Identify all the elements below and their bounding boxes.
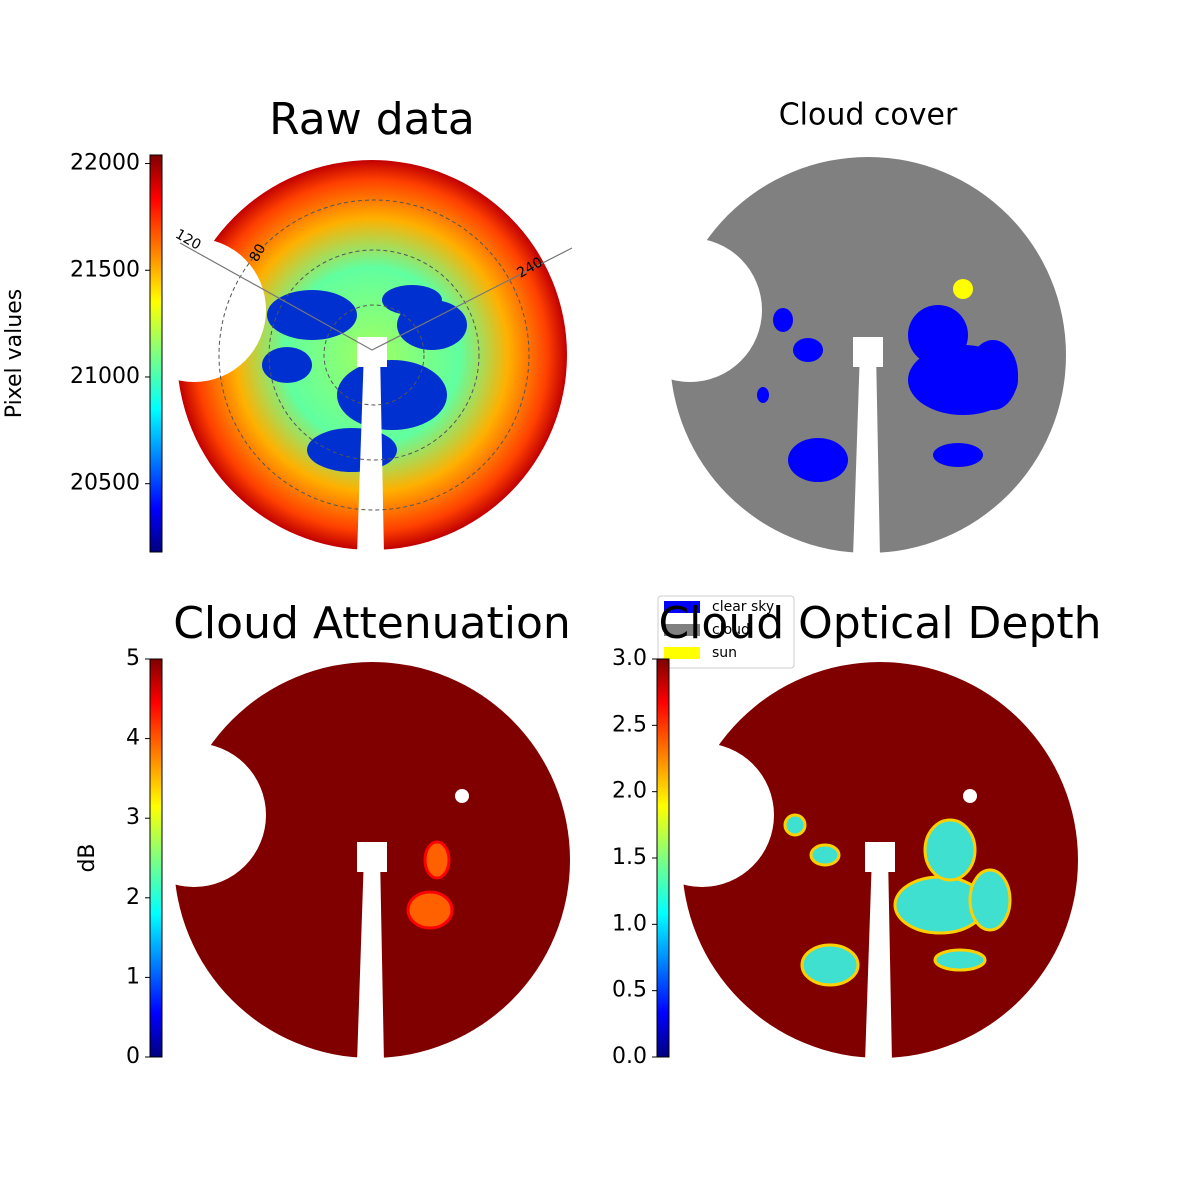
cloud-region bbox=[923, 818, 977, 882]
colorbar-tick-label: 20500 bbox=[70, 471, 140, 496]
cloud-region bbox=[933, 948, 987, 972]
panel-title: Cloud Attenuation bbox=[173, 598, 571, 649]
mask-notch bbox=[122, 743, 266, 887]
colorbar-tick-label: 3.0 bbox=[612, 646, 647, 671]
colorbar-tick-label: 1.5 bbox=[612, 845, 647, 870]
cloud-region bbox=[793, 338, 823, 362]
mask-camera bbox=[865, 842, 895, 872]
cloud-region bbox=[406, 890, 454, 930]
polar-ring bbox=[323, 304, 425, 406]
colorbar-tick-label: 1.0 bbox=[612, 911, 647, 936]
mask-pole bbox=[357, 350, 384, 555]
cloud-region bbox=[307, 428, 397, 472]
colorbar-tick-label: 22000 bbox=[70, 151, 140, 176]
polar-ring bbox=[218, 199, 530, 511]
colorbar-label: Pixel values bbox=[2, 289, 27, 418]
mask-notch bbox=[630, 743, 774, 887]
legend-swatch bbox=[664, 601, 700, 613]
legend-label: clear sky bbox=[712, 599, 774, 615]
cloud-region bbox=[788, 438, 848, 482]
panel-title: Raw data bbox=[269, 94, 475, 145]
colorbar-tick-label: 0.5 bbox=[612, 978, 647, 1003]
sun-mask bbox=[963, 789, 977, 803]
colorbar bbox=[149, 658, 163, 1058]
cloud-region bbox=[267, 290, 357, 340]
colorbar-tick-label: 0.0 bbox=[612, 1044, 647, 1069]
colorbar-tick-label: 2.0 bbox=[612, 779, 647, 804]
cloud-region bbox=[800, 943, 860, 987]
colorbar bbox=[149, 154, 163, 553]
colorbar bbox=[656, 658, 670, 1058]
legend-label: cloud bbox=[712, 622, 750, 638]
cloud-region bbox=[968, 868, 1012, 932]
colorbar-tick-label: 3 bbox=[126, 805, 140, 830]
mask-camera bbox=[357, 337, 387, 367]
sun-marker bbox=[953, 279, 973, 299]
cloud-region bbox=[968, 340, 1018, 410]
colorbar-tick-label: 21500 bbox=[70, 257, 140, 282]
polar-label: 80 bbox=[247, 241, 270, 264]
cloud-region bbox=[337, 360, 447, 430]
cloud-region bbox=[262, 347, 312, 383]
cloud-region bbox=[773, 308, 793, 332]
legend-label: sun bbox=[712, 645, 737, 661]
colorbar-tick-label: 5 bbox=[126, 646, 140, 671]
cloud-region bbox=[423, 840, 451, 880]
polar-spoke bbox=[179, 242, 573, 351]
mask-notch bbox=[618, 238, 762, 382]
mask-camera bbox=[853, 337, 883, 367]
mask-pole bbox=[865, 855, 892, 1063]
colorbar-tick-label: 0 bbox=[126, 1044, 140, 1069]
legend-swatch bbox=[664, 647, 700, 659]
colorbar-label: dB bbox=[75, 843, 100, 872]
mask-pole bbox=[357, 855, 384, 1063]
colorbar-tick-label: 2 bbox=[126, 885, 140, 910]
cloud-region bbox=[933, 443, 983, 467]
mask-pole bbox=[853, 350, 880, 558]
mask-notch bbox=[122, 238, 266, 382]
cloud-region bbox=[757, 387, 769, 403]
colorbar-tick-label: 2.5 bbox=[612, 712, 647, 737]
cloud-region bbox=[783, 813, 807, 837]
colorbar-tick-label: 1 bbox=[126, 964, 140, 989]
colorbar-tick-label: 21000 bbox=[70, 364, 140, 389]
mask-camera bbox=[357, 842, 387, 872]
polar-ring bbox=[268, 249, 480, 461]
sun-mask bbox=[455, 789, 469, 803]
cloud-region bbox=[382, 285, 442, 315]
cloud-region bbox=[809, 843, 841, 867]
panel-title: Cloud Optical Depth bbox=[658, 598, 1101, 649]
colorbar-tick-label: 4 bbox=[126, 726, 140, 751]
panel-title: Cloud cover bbox=[779, 98, 958, 133]
legend-swatch bbox=[664, 624, 700, 636]
cloud-region bbox=[908, 305, 968, 365]
